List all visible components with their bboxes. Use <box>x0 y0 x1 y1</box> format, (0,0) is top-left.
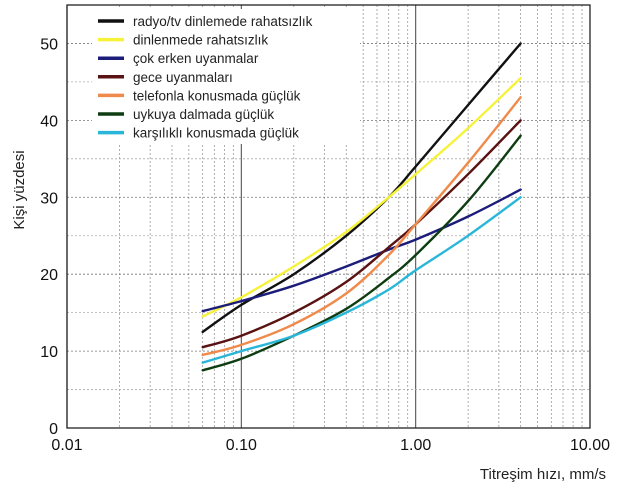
series-line <box>201 76 522 318</box>
legend-label: karşılıklı konusmada güçlük <box>133 126 299 141</box>
y-tick-label: 0 <box>49 421 58 438</box>
series-line <box>201 42 522 334</box>
series-line <box>201 188 522 313</box>
y-tick-label: 20 <box>40 267 58 284</box>
legend-label: dinlenmede rahatsızlık <box>133 33 268 48</box>
legend: radyo/tv dinlemede rahatsızlık dinlenmede… <box>98 14 313 141</box>
x-tick-label: 10.00 <box>570 437 610 454</box>
y-tick-label: 10 <box>40 344 58 361</box>
x-tick-label: 0.10 <box>226 437 257 454</box>
plot-frame <box>66 4 591 429</box>
y-tick-label: 30 <box>40 190 58 207</box>
x-tick-label: 0.01 <box>51 437 82 454</box>
legend-label: radyo/tv dinlemede rahatsızlık <box>133 14 313 29</box>
series-lines <box>201 42 522 372</box>
legend-label: uykuya dalmada güçlük <box>133 107 274 122</box>
legend-label: gece uyanmaları <box>133 70 233 85</box>
y-tick-label: 50 <box>40 36 58 53</box>
y-tick-label: 40 <box>40 113 58 130</box>
series-line <box>201 96 522 357</box>
y-axis-ticks: 0 10 20 30 40 50 <box>40 36 58 438</box>
x-axis-ticks: 0.01 0.10 1.00 10.00 <box>51 437 610 454</box>
series-line <box>201 134 522 372</box>
legend-label: çok erken uyanmalar <box>133 51 259 66</box>
x-axis-title: Titreşim hızı, mm/s <box>480 466 606 483</box>
legend-background <box>92 9 360 144</box>
legend-label: telefonla konusmada güçlük <box>133 88 301 103</box>
y-axis-title: Kişi yüzdesi <box>11 150 28 229</box>
series-line <box>201 196 522 364</box>
series-line <box>201 119 522 349</box>
x-tick-label: 1.00 <box>400 437 431 454</box>
